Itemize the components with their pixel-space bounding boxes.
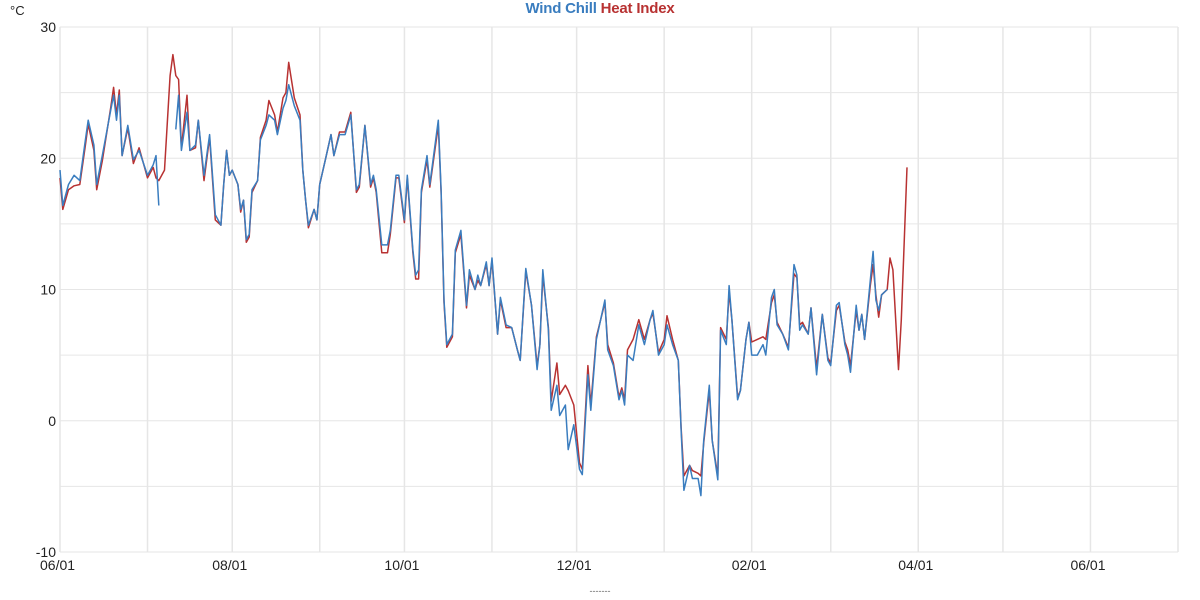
y-tick-label: -10 — [36, 544, 56, 560]
x-tick-label: 02/01 — [732, 557, 767, 573]
y-tick-label: 10 — [40, 282, 56, 298]
legend-wind-chill[interactable]: Wind Chill — [525, 0, 597, 17]
series-line-wind-chill — [59, 83, 888, 497]
x-tick-label: 12/01 — [557, 557, 592, 573]
y-tick-label: 30 — [40, 19, 56, 35]
x-tick-label: 06/01 — [40, 557, 75, 573]
y-tick-label: 0 — [48, 413, 56, 429]
y-axis-unit: °C — [10, 3, 25, 18]
x-tick-label: 06/01 — [1070, 557, 1105, 573]
x-tick-label: 10/01 — [384, 557, 419, 573]
x-tick-label: 04/01 — [898, 557, 933, 573]
x-axis-label: ------- — [589, 586, 611, 596]
y-tick-label: 20 — [40, 150, 56, 166]
legend-heat-index[interactable]: Heat Index — [600, 0, 675, 17]
x-tick-label: 08/01 — [212, 557, 247, 573]
chart-title: Wind Chill Heat Index — [0, 0, 1200, 17]
